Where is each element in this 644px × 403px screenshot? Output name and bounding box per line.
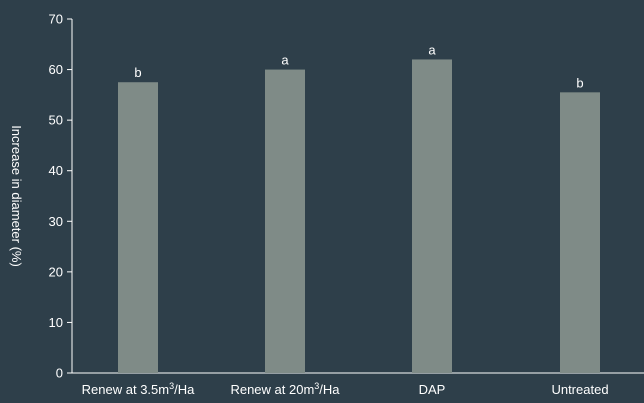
y-tick-label: 20 [49, 264, 63, 279]
bar [412, 59, 452, 373]
y-tick-label: 30 [49, 214, 63, 229]
y-tick-label: 50 [49, 113, 63, 128]
bar-data-label: b [134, 65, 141, 80]
x-tick-label: DAP [419, 382, 446, 397]
x-axis: Renew at 3.5m3/Ha Renew at 20m3/Ha DAP Untr… [72, 372, 644, 397]
y-axis-label: Increase in diameter (%) [9, 125, 24, 267]
y-tick-label: 60 [49, 62, 63, 77]
bars [118, 59, 600, 374]
bar-data-label: a [428, 42, 436, 57]
bar-data-label: b [576, 75, 583, 90]
y-tick-label: 10 [49, 315, 63, 330]
x-tick-label: Untreated [551, 382, 608, 397]
data-labels: b a a b [134, 42, 583, 90]
bar [560, 92, 600, 373]
x-tick-label: Renew at 3.5m3/Ha [82, 381, 195, 397]
y-tick-label: 70 [49, 12, 63, 27]
y-axis: 0 10 20 30 40 50 60 70 [49, 12, 73, 381]
x-tick-label: Renew at 20m3/Ha [230, 381, 340, 397]
y-tick-label: 40 [49, 163, 63, 178]
y-tick-label: 0 [56, 366, 63, 381]
bar-data-label: a [281, 53, 289, 68]
bar [265, 69, 305, 374]
bar [118, 82, 158, 373]
